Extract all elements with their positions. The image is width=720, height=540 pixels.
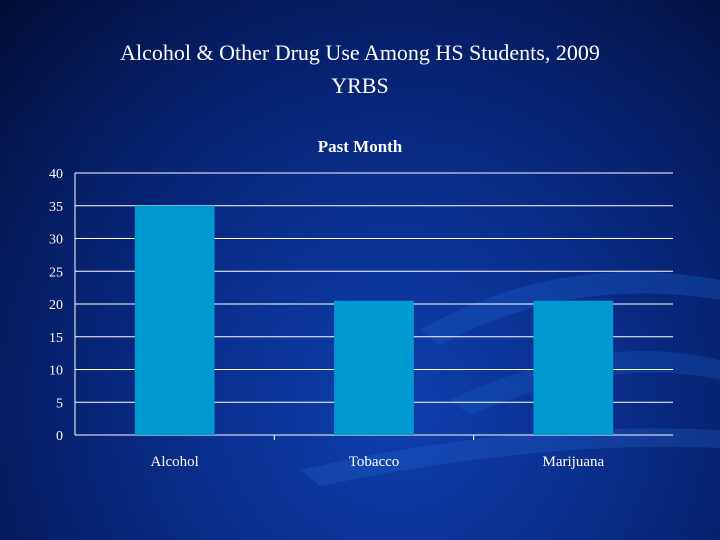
slide-title-line-2: YRBS [331,73,389,98]
slide-title-line-1: Alcohol & Other Drug Use Among HS Studen… [120,40,600,65]
x-tick-label: Alcohol [151,454,199,470]
y-tick-label: 35 [49,200,63,215]
y-tick-label: 20 [49,298,63,313]
bar-tobacco [334,300,414,435]
y-tick-label: 25 [49,265,63,280]
x-tick-label: Marijuana [543,454,605,470]
y-tick-label: 30 [49,233,63,248]
y-tick-label: 0 [56,429,63,444]
chart-title: Past Month [318,137,403,156]
bars [134,205,614,435]
y-tick-label: 5 [56,396,63,411]
y-tick-label: 40 [49,167,63,182]
slide-title: Alcohol & Other Drug Use Among HS Studen… [0,36,720,102]
x-tick-label: Tobacco [349,454,400,470]
y-tick-label: 10 [49,364,63,379]
bar-alcohol [134,205,215,435]
bar-marijuana [533,300,614,435]
y-tick-label: 15 [49,331,63,346]
tick-labels: 0 5 10 15 20 25 30 35 40 Alcohol Tobacco Marijuana [49,167,604,470]
